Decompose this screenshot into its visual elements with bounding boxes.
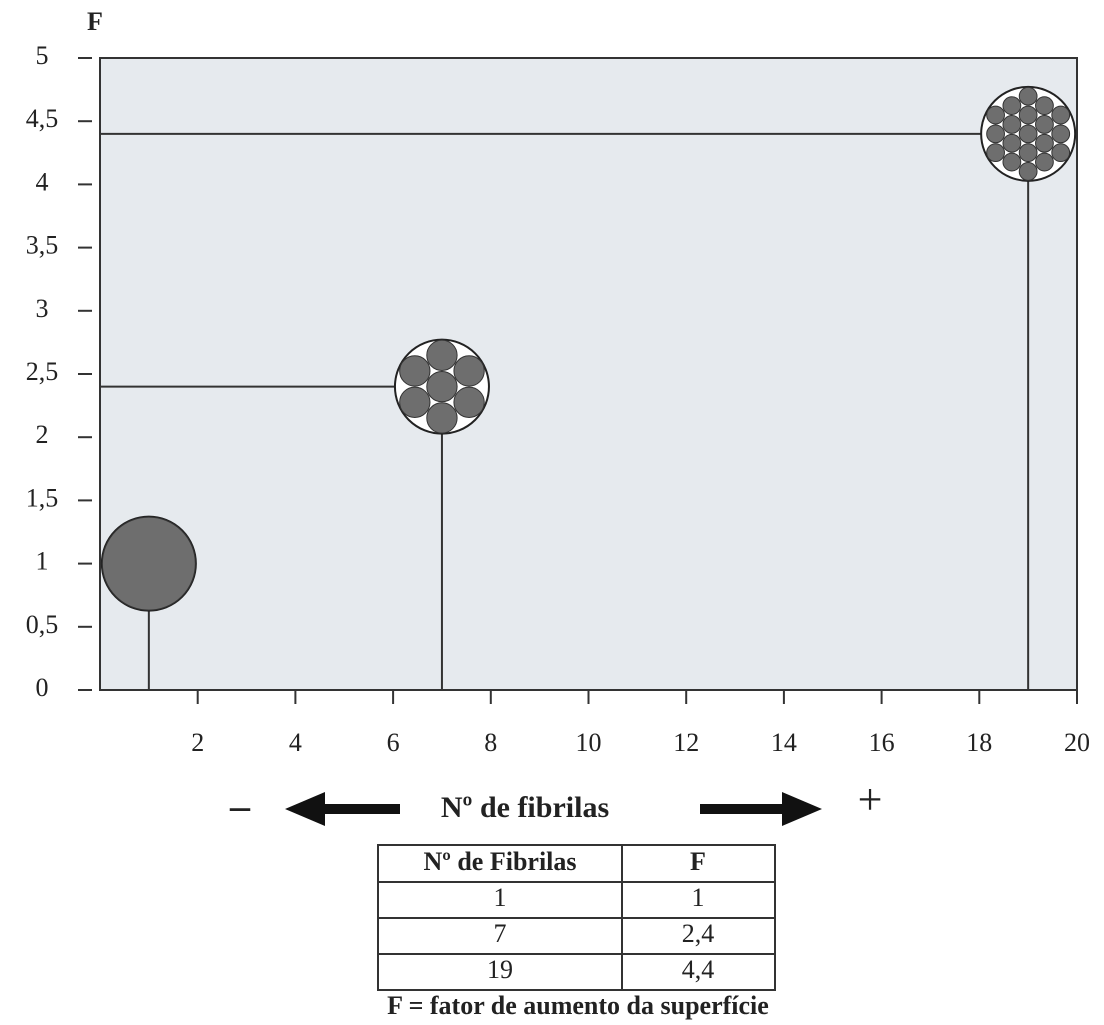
- fibril: [1003, 153, 1021, 171]
- fibril: [1003, 116, 1021, 134]
- x-tick-label: 6: [387, 728, 400, 757]
- fibril: [1019, 125, 1037, 143]
- table-cell: 7: [494, 919, 507, 948]
- y-axis-label: F: [87, 7, 103, 36]
- y-tick-label: 0: [36, 673, 49, 702]
- x-tick-label: 18: [966, 728, 992, 757]
- table-cell: 4,4: [682, 955, 715, 984]
- y-tick-label: 1,5: [26, 483, 59, 512]
- fibril: [1003, 134, 1021, 152]
- plot-area: [100, 58, 1077, 690]
- fibril-bundle: [102, 517, 196, 611]
- fibril: [454, 356, 484, 386]
- fibril: [427, 371, 457, 401]
- x-label-plus: +: [858, 775, 883, 824]
- table-cell: 19: [487, 955, 513, 984]
- fibril: [454, 387, 484, 417]
- fibril: [987, 106, 1005, 124]
- fibril: [1019, 163, 1037, 181]
- arrow-left: [285, 792, 400, 826]
- chart: F Nº de fibrilas – + Nº de Fibrilas F F …: [0, 0, 1104, 1025]
- fibril: [987, 125, 1005, 143]
- x-tick-label: 4: [289, 728, 302, 757]
- y-tick-label: 3,5: [26, 231, 59, 260]
- fibril: [1052, 106, 1070, 124]
- x-tick-label: 20: [1064, 728, 1090, 757]
- fibril: [1036, 116, 1054, 134]
- fibril-bundle: [395, 340, 489, 434]
- table-header: Nº de Fibrilas: [423, 847, 576, 876]
- fibril: [400, 387, 430, 417]
- fibril: [1052, 144, 1070, 162]
- y-tick-label: 2,5: [26, 357, 59, 386]
- x-label-minus: –: [229, 783, 251, 828]
- fibril: [1036, 97, 1054, 115]
- x-tick-label: 10: [576, 728, 602, 757]
- fibril: [1019, 87, 1037, 105]
- x-tick-label: 16: [869, 728, 895, 757]
- fibril: [1036, 153, 1054, 171]
- caption: F = fator de aumento da superfície: [387, 991, 769, 1020]
- table-cell: 2,4: [682, 919, 715, 948]
- fibril: [400, 356, 430, 386]
- y-tick-label: 1: [36, 547, 49, 576]
- x-tick-label: 2: [191, 728, 204, 757]
- fibril: [1052, 125, 1070, 143]
- table-cell: 1: [494, 883, 507, 912]
- y-tick-label: 4,5: [26, 104, 59, 133]
- fibril: [1019, 144, 1037, 162]
- arrow-right: [700, 792, 822, 826]
- x-tick-label: 12: [673, 728, 699, 757]
- table-cell: 1: [692, 883, 705, 912]
- y-tick-label: 0,5: [26, 610, 59, 639]
- fibril: [1036, 134, 1054, 152]
- fibril: [987, 144, 1005, 162]
- y-tick-label: 2: [36, 420, 49, 449]
- fibril: [427, 340, 457, 370]
- fibril: [1019, 106, 1037, 124]
- fibril: [427, 403, 457, 433]
- y-tick-label: 4: [36, 167, 49, 196]
- fibril: [1003, 97, 1021, 115]
- x-tick-label: 14: [771, 728, 797, 757]
- fibril-bundle: [981, 87, 1075, 181]
- y-tick-label: 3: [36, 294, 49, 323]
- fibril: [102, 517, 195, 610]
- x-axis-label: Nº de fibrilas: [441, 791, 609, 824]
- table-header: F: [690, 847, 706, 876]
- x-tick-label: 8: [484, 728, 497, 757]
- y-tick-label: 5: [36, 41, 49, 70]
